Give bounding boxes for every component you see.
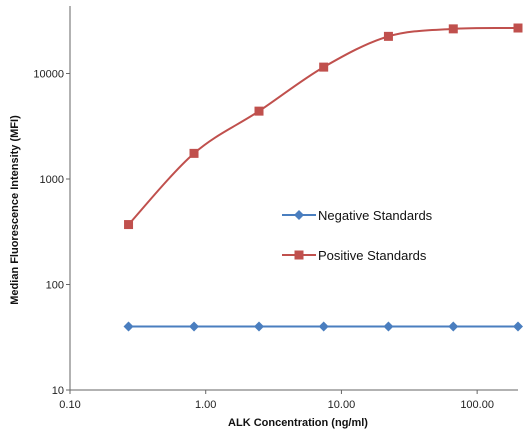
legend-label: Positive Standards (318, 248, 427, 263)
data-point (254, 321, 265, 332)
legend-item: Positive Standards (282, 248, 427, 263)
data-point (318, 321, 329, 332)
data-point (448, 24, 458, 34)
data-point (189, 148, 199, 158)
data-point (513, 321, 523, 332)
x-tick-label: 10.00 (328, 399, 356, 411)
data-point (189, 321, 200, 332)
y-tick-label: 100 (46, 280, 64, 292)
x-tick-label: 100.00 (460, 399, 494, 411)
legend-marker (294, 250, 304, 260)
legend-marker (294, 210, 304, 220)
series-layer (123, 23, 523, 332)
y-tick-label: 1000 (40, 174, 64, 186)
legend-item: Negative Standards (282, 208, 433, 223)
data-point (383, 31, 393, 41)
series-positive-standards (124, 23, 523, 230)
y-tick-label: 10 (52, 385, 64, 397)
data-point (123, 321, 134, 332)
series-negative-standards (123, 321, 523, 332)
y-axis-title: Median Fluorescence Intensity (MFI) (9, 115, 21, 305)
x-tick-label: 1.00 (195, 399, 216, 411)
x-axis-title: ALK Concentration (ng/ml) (228, 417, 368, 429)
data-point (448, 321, 459, 332)
y-tick-label: 10000 (33, 69, 64, 81)
chart-legend: Negative Standards Positive Standards (282, 208, 433, 263)
y-tick-group: 10 100 1000 10000 (33, 69, 70, 397)
data-point (254, 106, 264, 116)
series-line (127, 26, 519, 226)
x-tick-group: 0.10 1.00 10.00 100.00 (59, 390, 494, 411)
x-tick-label: 0.10 (59, 399, 80, 411)
data-point (513, 23, 523, 33)
data-point (383, 321, 394, 332)
data-point (319, 62, 329, 72)
data-point (124, 220, 134, 230)
chart-axes (69, 6, 518, 391)
legend-label: Negative Standards (318, 208, 433, 223)
